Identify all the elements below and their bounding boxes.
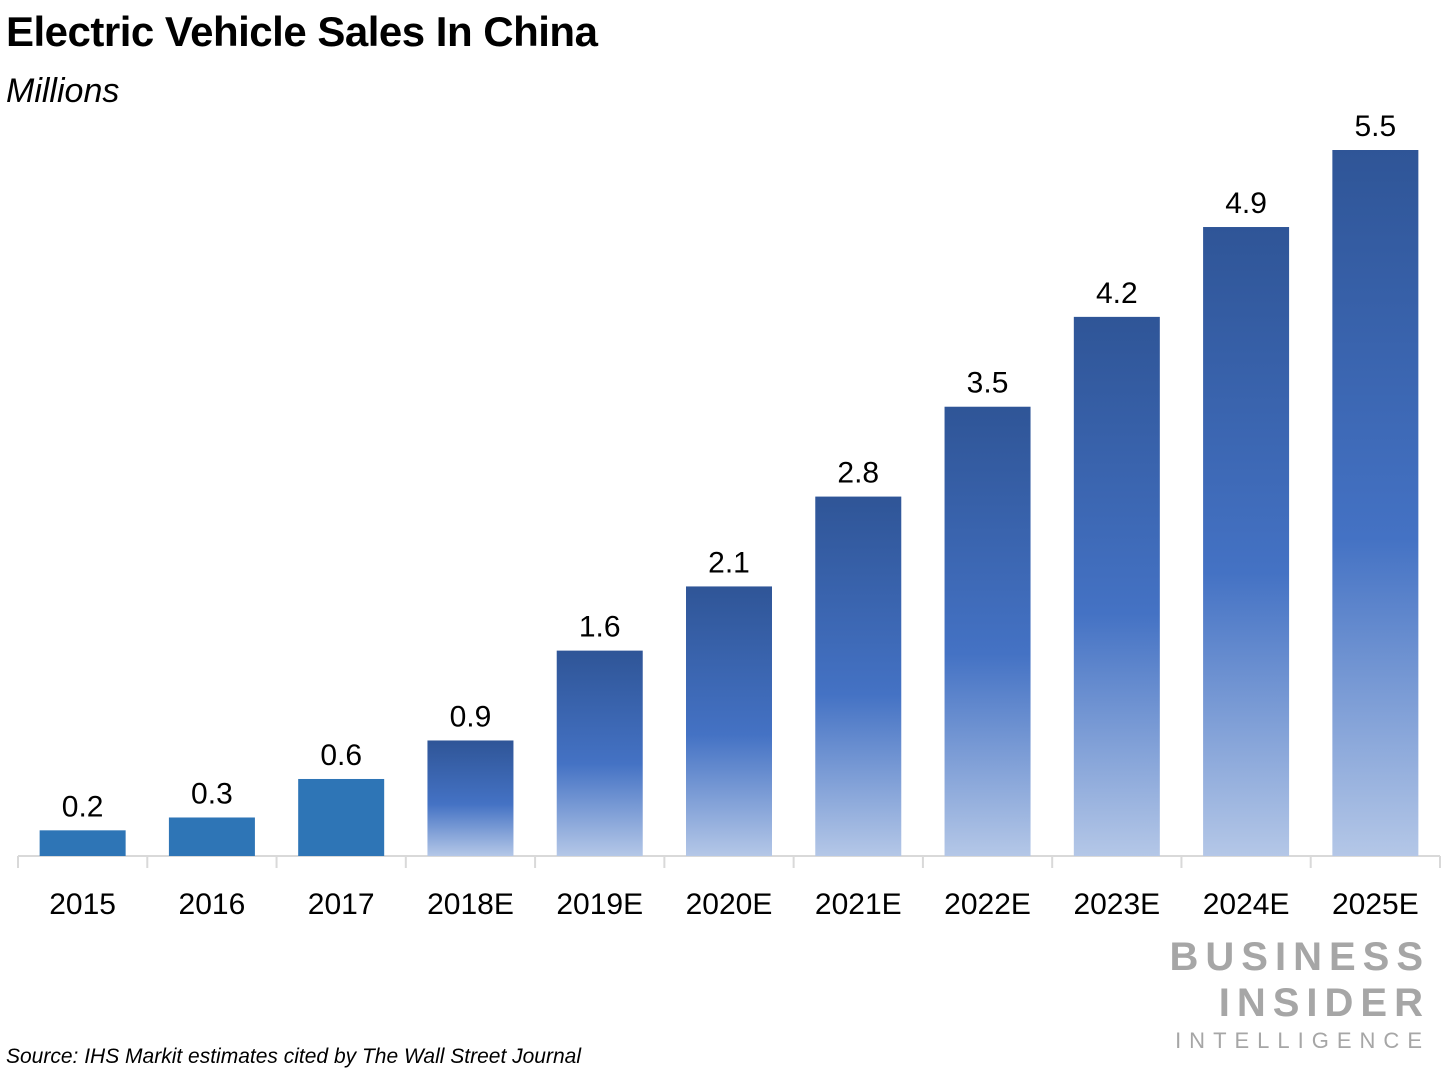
data-label-2017: 0.6 bbox=[320, 739, 362, 772]
bar-2025E bbox=[1332, 150, 1419, 856]
x-tick-label-2025E: 2025E bbox=[1332, 888, 1419, 921]
bar-2017 bbox=[298, 778, 385, 856]
x-tick-label-2018E: 2018E bbox=[427, 888, 514, 921]
logo-line-business: BUSINESS bbox=[1169, 935, 1430, 979]
data-label-2024E: 4.9 bbox=[1225, 187, 1267, 220]
x-tick-label-2020E: 2020E bbox=[686, 888, 773, 921]
x-tick-label-2017: 2017 bbox=[308, 888, 375, 921]
chart-subtitle: Millions bbox=[6, 72, 120, 110]
data-label-2018E: 0.9 bbox=[450, 700, 492, 733]
bar-2021E bbox=[815, 496, 902, 856]
logo-line-intelligence: INTELLIGENCE bbox=[1175, 1028, 1430, 1053]
x-tick-label-2022E: 2022E bbox=[944, 888, 1031, 921]
x-tick-label-2019E: 2019E bbox=[556, 888, 643, 921]
data-label-2021E: 2.8 bbox=[837, 457, 879, 490]
business-insider-intelligence-logo: BUSINESS INSIDER INTELLIGENCE bbox=[1170, 934, 1431, 1056]
x-tick-label-2023E: 2023E bbox=[1073, 888, 1160, 921]
bar-2023E bbox=[1073, 316, 1160, 856]
data-label-2016: 0.3 bbox=[191, 777, 233, 810]
x-tick-label-2024E: 2024E bbox=[1203, 888, 1290, 921]
bar-2018E bbox=[427, 740, 514, 856]
bar-2019E bbox=[556, 650, 643, 856]
data-label-2019E: 1.6 bbox=[579, 611, 621, 644]
x-tick-label-2015: 2015 bbox=[49, 888, 116, 921]
data-label-2025E: 5.5 bbox=[1355, 110, 1397, 143]
data-label-2015: 0.2 bbox=[62, 790, 104, 823]
chart-title: Electric Vehicle Sales In China bbox=[6, 8, 598, 55]
bar-2015 bbox=[39, 830, 126, 856]
x-tick-label-2021E: 2021E bbox=[815, 888, 902, 921]
bar-2020E bbox=[686, 586, 772, 856]
logo-line-insider: INSIDER bbox=[1218, 981, 1430, 1025]
bar-2022E bbox=[944, 406, 1031, 856]
data-label-2020E: 2.1 bbox=[708, 546, 750, 579]
bar-2016 bbox=[168, 817, 255, 856]
data-label-2023E: 4.2 bbox=[1096, 277, 1138, 310]
x-tick-label-2016: 2016 bbox=[179, 888, 246, 921]
data-label-2022E: 3.5 bbox=[967, 367, 1009, 400]
bar-2024E bbox=[1203, 227, 1290, 856]
source-note: Source: IHS Markit estimates cited by Th… bbox=[6, 1045, 581, 1068]
